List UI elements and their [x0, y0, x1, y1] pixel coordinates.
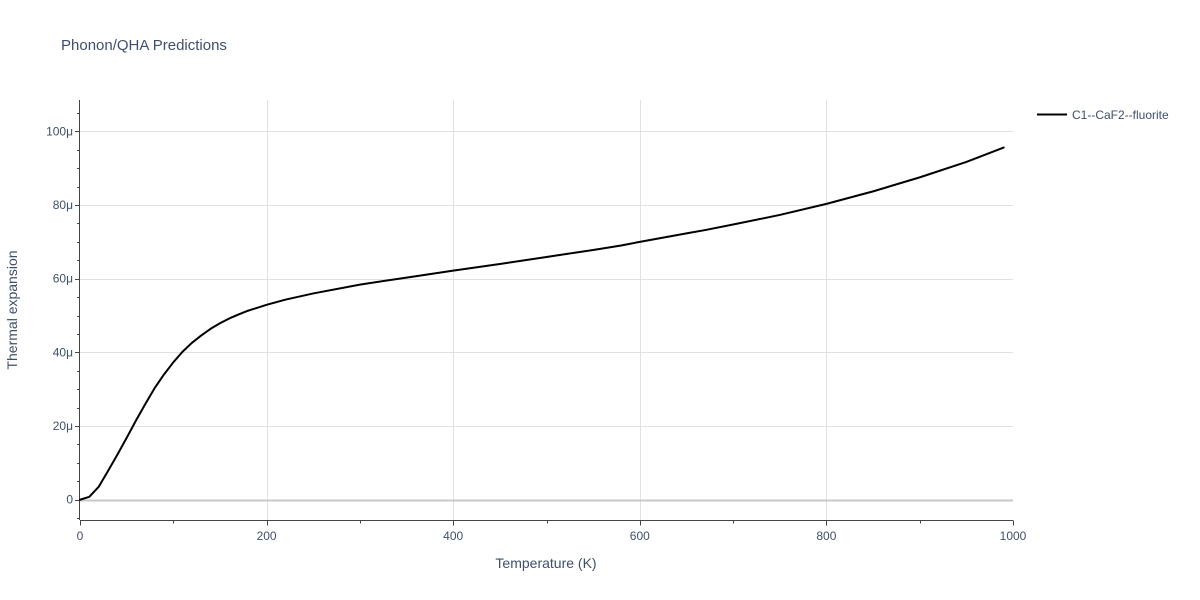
y-tick-label: 80μ: [53, 198, 73, 212]
y-tick-label: 60μ: [53, 272, 73, 286]
axes: [75, 100, 1014, 526]
y-tick-label: 100μ: [46, 124, 73, 138]
x-tick-label: 0: [77, 529, 84, 543]
legend[interactable]: C1--CaF2--fluorite: [1037, 108, 1169, 122]
gridlines: [80, 100, 1013, 520]
y-tick-label: 0: [66, 493, 73, 507]
x-tick-label: 400: [443, 529, 463, 543]
y-tick-labels: 0 20μ 40μ 60μ 80μ 100μ: [46, 124, 73, 506]
y-tick-label: 20μ: [53, 419, 73, 433]
x-tick-labels: 0 200 400 600 800 1000: [77, 529, 1027, 543]
series-line[interactable]: [79, 146, 1005, 501]
x-tick-label: 800: [816, 529, 836, 543]
x-axis-title: Temperature (K): [495, 555, 596, 571]
chart-title: Phonon/QHA Predictions: [61, 37, 227, 54]
y-tick-label: 40μ: [53, 345, 73, 359]
series-lines: [79, 146, 1005, 501]
y-axis-title: Thermal expansion: [4, 250, 20, 369]
x-tick-label: 1000: [1000, 529, 1027, 543]
x-tick-label: 600: [630, 529, 650, 543]
x-tick-label: 200: [257, 529, 277, 543]
legend-item-label[interactable]: C1--CaF2--fluorite: [1072, 108, 1169, 122]
